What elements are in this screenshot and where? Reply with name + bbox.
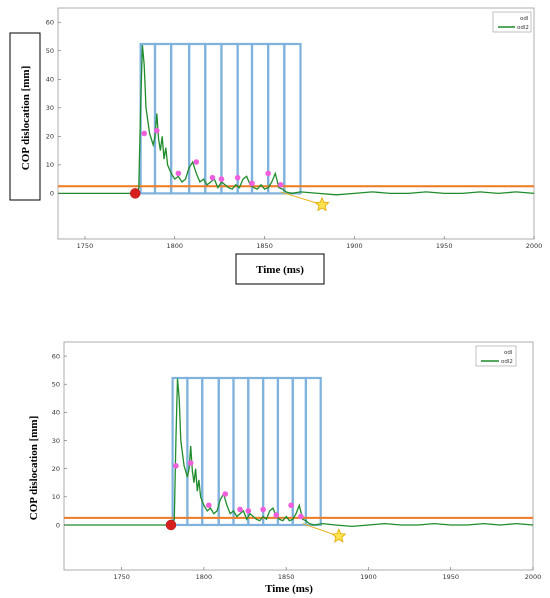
y-tick-label-2: 20 <box>46 133 54 141</box>
peak-point-0 <box>141 130 148 137</box>
x-tick-label-3: 1900 <box>360 573 377 581</box>
x-tick-label-4: 1950 <box>442 573 459 581</box>
chart-panel-bottom: 1750 1800 1850 1900 1950 2000 0 10 20 30 40 50 60 o… <box>28 341 542 595</box>
peak-point-2 <box>175 170 182 177</box>
peak-point-6 <box>234 174 241 181</box>
x-tick-label-1: 1800 <box>196 573 213 581</box>
legend-label-odl2: odl2 <box>501 359 513 365</box>
x-tick-label-3: 1900 <box>346 242 363 250</box>
y-tick-label-4: 40 <box>52 409 60 417</box>
y-tick-label-5: 50 <box>46 47 54 55</box>
peak-point-1 <box>187 460 194 466</box>
y-tick-label-3: 30 <box>52 437 60 445</box>
x-tick-label-0: 1750 <box>77 242 94 250</box>
x-axis-title: Time (ms) <box>265 583 313 595</box>
y-tick-label-1: 10 <box>46 161 54 169</box>
x-tick-label-5: 2000 <box>526 242 543 250</box>
peak-point-0 <box>173 463 179 469</box>
y-axis-title: COP dislocation [mm] <box>20 66 32 171</box>
xlabel-box <box>235 253 325 285</box>
peak-point-2 <box>206 502 212 509</box>
ylabel-box <box>9 32 41 201</box>
chart-panel-top: 1750 1800 1850 1900 1950 2000 0 10 20 30 40 50 60 o… <box>9 7 543 285</box>
end-point-star <box>314 196 330 212</box>
x-tick-label-4: 1950 <box>436 242 453 250</box>
x-tick-label-1: 1800 <box>166 242 183 250</box>
y-tick-label-3: 30 <box>46 104 54 112</box>
onset-point <box>165 519 177 531</box>
x-axis-title: Time (ms) <box>256 264 304 276</box>
x-tick-label-2: 1850 <box>256 242 273 250</box>
x-tick-label-0: 1750 <box>113 573 130 581</box>
peak-point-9 <box>277 182 284 188</box>
peak-point-8 <box>265 170 271 177</box>
y-tick-label-4: 40 <box>46 76 54 84</box>
peak-point-7 <box>273 512 280 518</box>
legend-label-odl: odl <box>520 16 529 22</box>
peak-point-7 <box>249 180 255 187</box>
end-point-star <box>331 528 347 543</box>
peak-point-1 <box>153 127 160 134</box>
peak-point-8 <box>288 502 294 509</box>
y-tick-label-0: 0 <box>50 190 54 198</box>
y-tick-label-6: 60 <box>46 19 54 27</box>
y-tick-label-5: 50 <box>52 381 60 389</box>
y-tick-label-0: 0 <box>56 521 60 529</box>
peak-point-5 <box>245 508 252 514</box>
peak-point-4 <box>237 506 243 513</box>
legend-label-odl2: odl2 <box>517 25 529 31</box>
y-tick-label-2: 20 <box>52 465 60 473</box>
peak-point-3 <box>193 159 200 165</box>
peak-point-9 <box>298 513 304 520</box>
legend: odl odl2 <box>475 345 517 367</box>
x-tick-label-5: 2000 <box>525 573 542 581</box>
legend: odl odl2 <box>492 11 532 33</box>
y-axis-title: COP dislocation [mm] <box>28 416 40 521</box>
peak-point-3 <box>222 491 229 497</box>
plot-area <box>63 341 534 571</box>
x-tick-label-2: 1850 <box>278 573 295 581</box>
series-line-odl2 <box>64 378 534 528</box>
series-line-odl2 <box>58 45 535 196</box>
y-tick-label-1: 10 <box>52 493 60 501</box>
peak-point-6 <box>260 506 266 513</box>
onset-point <box>129 188 141 199</box>
y-tick-label-6: 60 <box>52 352 60 360</box>
legend-label-odl: odl <box>504 350 513 356</box>
peak-point-5 <box>218 176 225 182</box>
plot-area <box>57 7 535 240</box>
peak-point-4 <box>209 174 216 181</box>
